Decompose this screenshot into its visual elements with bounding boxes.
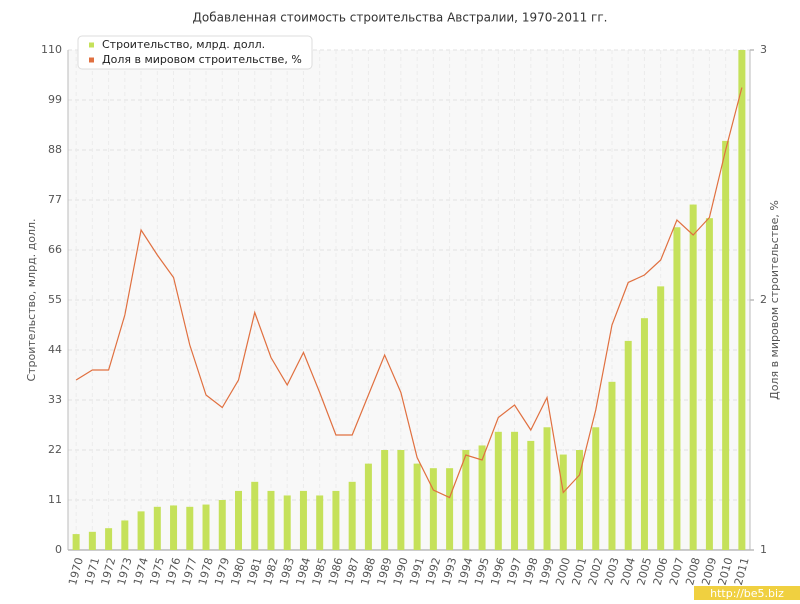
watermark-box	[694, 586, 800, 600]
bar	[299, 490, 307, 550]
bar	[88, 531, 96, 550]
bar	[235, 490, 242, 550]
marks	[72, 50, 746, 551]
y2-tick-label: 1	[760, 543, 767, 556]
y-axis-title: Строительство, млрд. долл.	[25, 218, 38, 381]
bar	[624, 340, 632, 550]
bar	[397, 450, 405, 550]
bar	[251, 481, 259, 550]
bar	[186, 506, 194, 550]
bar	[705, 218, 713, 550]
bar	[722, 140, 730, 550]
chart-title: Добавленная стоимость строительства Авст…	[193, 11, 608, 25]
y-tick-label: 33	[48, 393, 62, 406]
bar	[738, 50, 746, 550]
legend-label: Строительство, млрд. долл.	[102, 38, 265, 51]
y2-tick-label: 3	[760, 43, 767, 56]
y-tick-label: 44	[48, 343, 62, 356]
bar	[218, 500, 226, 550]
bar	[429, 468, 437, 550]
bar	[462, 450, 470, 550]
y-tick-label: 110	[41, 43, 62, 56]
bar	[592, 427, 600, 550]
watermark: http://be5.biz	[710, 587, 784, 600]
bar	[689, 204, 697, 550]
legend-swatch	[89, 57, 94, 63]
bar	[511, 431, 519, 550]
bar	[332, 490, 340, 550]
bar	[640, 318, 648, 550]
y-tick-label: 88	[48, 143, 62, 156]
line	[75, 87, 743, 499]
y-tick-label: 22	[48, 443, 62, 456]
bar	[283, 495, 291, 550]
y2-tick-label: 2	[760, 293, 767, 306]
bar	[137, 511, 145, 550]
bar	[494, 431, 502, 550]
legend-box	[77, 35, 313, 70]
bar	[559, 454, 567, 550]
legend: Строительство, млрд. долл. Доля в мировом…	[77, 35, 313, 70]
bar	[413, 463, 421, 550]
bar	[364, 463, 372, 550]
bar	[446, 468, 454, 550]
bar	[170, 505, 178, 550]
y-tick-label: 77	[48, 193, 62, 206]
bar	[543, 427, 551, 550]
y-tick-label: 0	[55, 543, 62, 556]
bar	[348, 481, 356, 550]
bar	[608, 381, 616, 550]
bar	[202, 504, 210, 550]
y-tick-label: 99	[48, 93, 62, 106]
bar	[316, 495, 324, 550]
y-tick-label: 55	[48, 293, 62, 306]
y2-axis-title: Доля в мировом строительстве, %	[768, 200, 781, 400]
bar	[673, 227, 681, 551]
bar	[576, 450, 583, 550]
y-tick-label: 66	[48, 243, 62, 256]
bar	[381, 450, 389, 550]
legend-label: Доля в мировом строительстве, %	[102, 53, 302, 66]
bar	[105, 528, 113, 550]
bar	[267, 490, 275, 550]
bar	[527, 440, 535, 550]
bar	[121, 520, 129, 550]
bar	[153, 506, 161, 550]
y-tick-label: 11	[48, 493, 62, 506]
legend-swatch	[89, 42, 94, 48]
bar	[72, 534, 80, 550]
bar	[657, 286, 665, 550]
bar	[478, 445, 486, 550]
